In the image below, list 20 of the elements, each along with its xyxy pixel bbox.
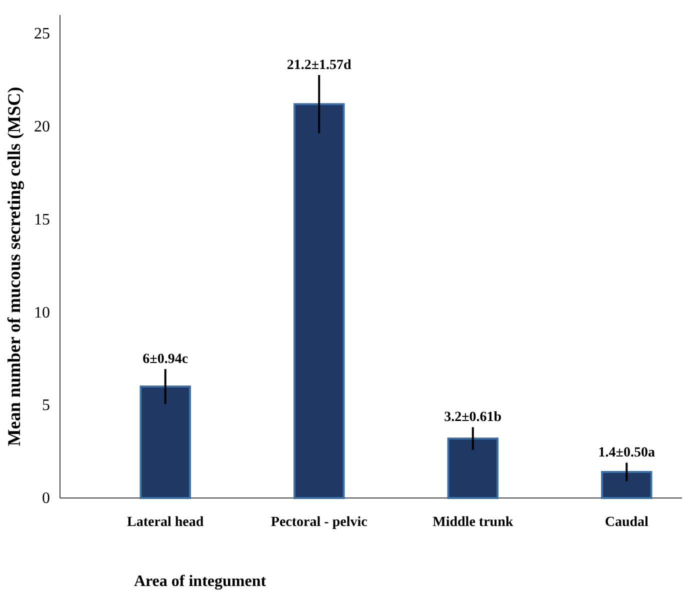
- y-tick-label: 5: [42, 397, 50, 414]
- x-tick-label: Pectoral - pelvic: [270, 514, 368, 530]
- bar: [447, 438, 498, 499]
- y-tick-label: 15: [34, 211, 50, 228]
- y-tick-label: 10: [34, 304, 50, 322]
- y-tick-label: 0: [42, 490, 50, 508]
- y-axis-title: Mean number of mucous secreting cells (MSC): [4, 86, 24, 446]
- x-tick-label: Caudal: [604, 514, 649, 530]
- data-label: 6±0.94c: [142, 352, 188, 368]
- y-tick-label: 25: [34, 26, 50, 43]
- data-label: 1.4±0.50a: [598, 446, 655, 461]
- bar: [601, 470, 652, 499]
- bar: [140, 386, 191, 499]
- x-axis-title: Area of integument: [134, 573, 267, 590]
- bar: [294, 103, 345, 499]
- x-tick-label: Middle trunk: [432, 514, 514, 530]
- y-tick-label: 20: [34, 118, 50, 136]
- x-tick-label: Lateral head: [127, 514, 204, 530]
- data-label: 3.2±0.61b: [444, 410, 502, 426]
- data-label: 21.2±1.57d: [286, 58, 352, 74]
